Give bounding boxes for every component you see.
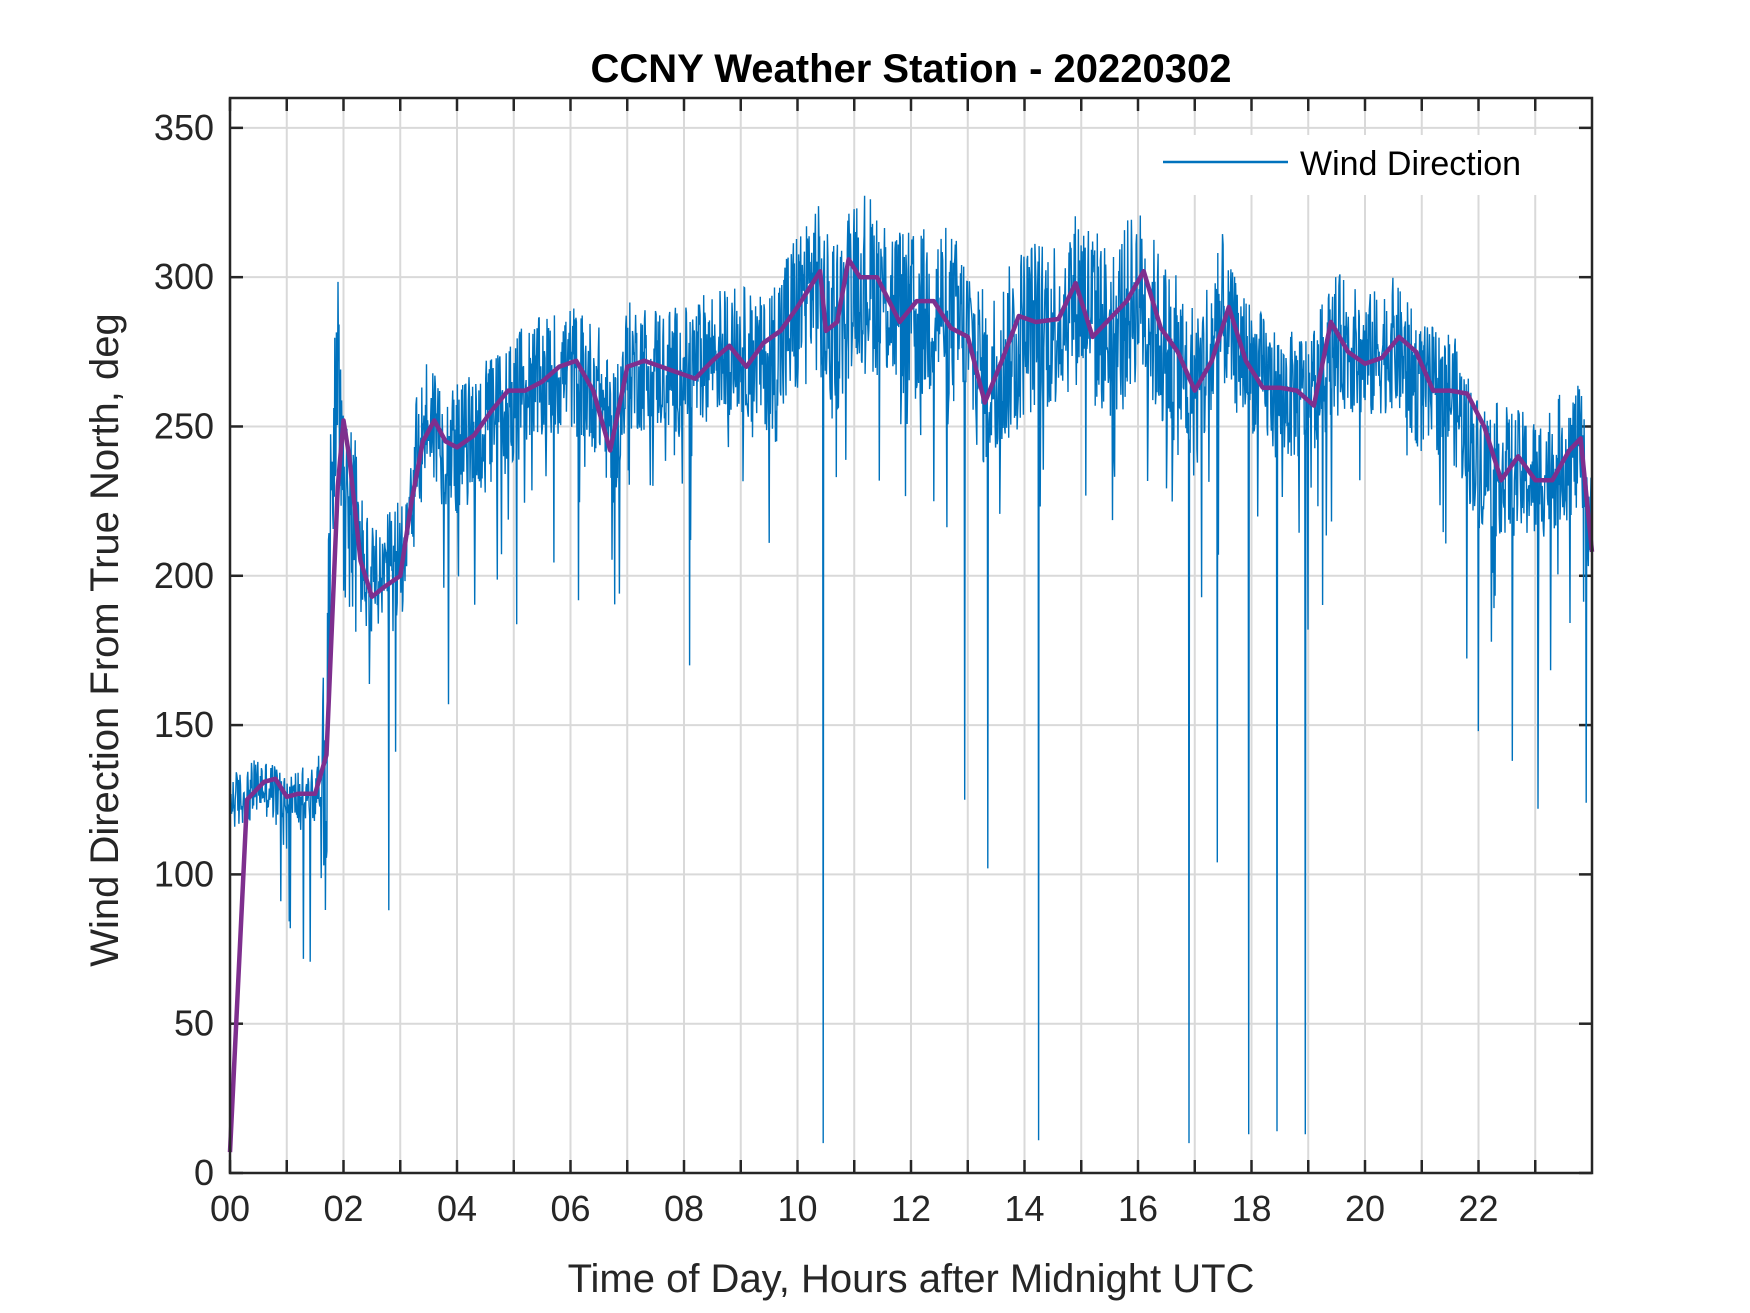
x-tick-label: 20 [1345,1188,1385,1229]
y-tick-label: 150 [154,704,214,745]
x-tick-label: 04 [437,1188,477,1229]
x-tick-label: 22 [1458,1188,1498,1229]
y-tick-label: 250 [154,405,214,446]
chart-title: CCNY Weather Station - 20220302 [591,47,1232,91]
running-average-series [227,257,1595,1153]
y-tick-label: 0 [194,1152,214,1193]
y-axis-label: Wind Direction From True North, deg [83,313,127,967]
y-tick-label: 300 [154,256,214,297]
y-tick-label: 50 [174,1003,214,1044]
wind-direction-series [229,195,1593,1144]
y-tick-label: 200 [154,555,214,596]
x-tick-label: 08 [664,1188,704,1229]
legend-box [1150,135,1560,195]
x-axis-label: Time of Day, Hours after Midnight UTC [568,1257,1255,1301]
x-tick-label: 12 [891,1188,931,1229]
wind-direction-line [229,195,1593,1144]
y-tick-label: 350 [154,107,214,148]
x-tick-label: 16 [1118,1188,1158,1229]
x-tick-label: 10 [777,1188,817,1229]
x-tick-label: 00 [210,1188,250,1229]
plot-frame [228,96,1594,1175]
legend-entry-wind-direction: Wind Direction [1300,145,1521,183]
tick-labels: 00 02 04 06 08 10 12 14 16 18 20 22 0 50 100 150 200 250 3… [154,107,1499,1229]
y-tick-label: 100 [154,853,214,894]
x-tick-label: 06 [550,1188,590,1229]
x-tick-label: 14 [1004,1188,1044,1229]
x-tick-label: 02 [323,1188,363,1229]
legend: Wind Direction [1150,135,1560,195]
running-average-line [227,257,1595,1153]
x-tick-label: 18 [1231,1188,1271,1229]
